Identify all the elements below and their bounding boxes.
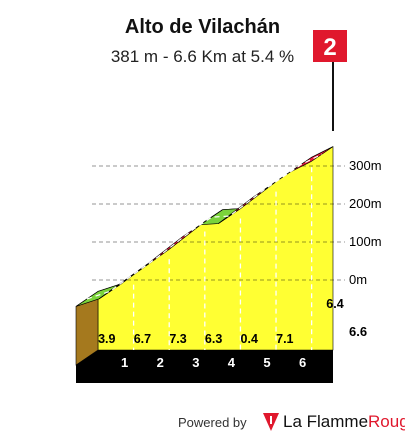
profile-area [97,146,334,351]
km-mark-label: 3 [192,355,199,370]
altitude-profile-chart: 300m 200m 100m 0m 3.9 6.7 7.3 6.3 0.4 7.1 6.4 1 2 3 4 5… [75,30,382,383]
profile-base [76,350,333,383]
km-gradient-label: 6.3 [205,332,222,346]
ribbon-centerline [86,153,323,300]
gradient-ribbon-layer [75,146,334,307]
km-mark-label: 2 [157,355,164,370]
y-tick-label: 0m [349,272,367,287]
km-gradient-label: 7.3 [169,332,186,346]
gridlines-layer [92,165,345,350]
footer: Powered by La FlammeRouge [0,410,405,436]
labels-layer: 300m 200m 100m 0m 3.9 6.7 7.3 6.3 0.4 7.1 6.4 1 2 3 4 5… [98,158,381,370]
category-badge: 2 [313,30,347,131]
km-gradient-label: 6.4 [326,297,343,311]
climb-title: Alto de Vilachán [124,16,281,38]
y-tick-label: 100m [349,234,382,249]
km-mark-label: 5 [263,355,270,370]
y-tick-label: 200m [349,196,382,211]
badge-number: 2 [323,34,336,61]
badge-flag [313,30,347,62]
end-distance-label: 6.6 [349,324,367,339]
profile-body-layer [75,146,334,383]
km-mark-label: 4 [228,355,236,370]
km-mark-label: 6 [299,355,306,370]
y-tick-label: 300m [349,158,382,173]
km-gradient-label: 0.4 [241,332,258,346]
km-gradient-label: 7.1 [276,332,293,346]
km-gradient-label: 3.9 [98,332,115,346]
flamme-rouge-icon [262,412,280,437]
powered-by-label: Powered by [178,415,247,430]
km-mark-label: 1 [121,355,128,370]
brand-name: La FlammeRouge [283,412,405,431]
climb-subtitle: 381 m - 6.6 Km at 5.4 % [110,47,295,66]
km-gradient-label: 6.7 [134,332,151,346]
